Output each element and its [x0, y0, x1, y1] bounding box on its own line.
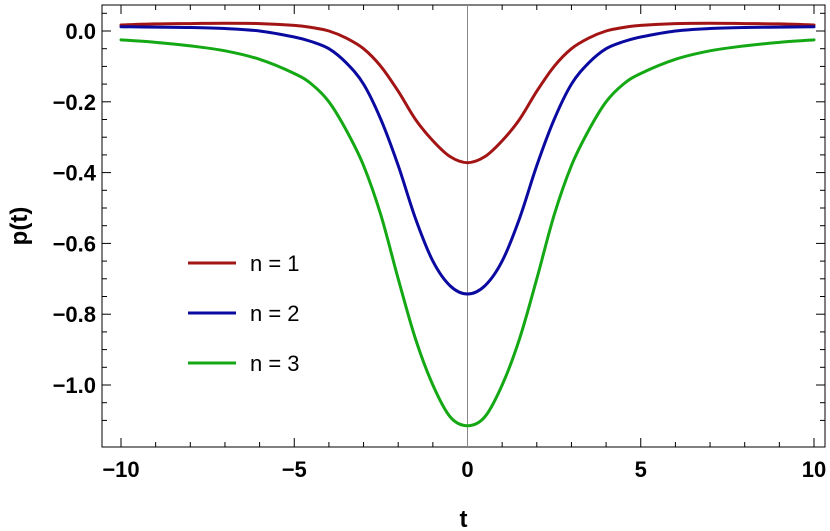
y-axis-title: p(t) — [6, 207, 33, 246]
legend-label-n1: n = 1 — [250, 251, 300, 276]
tick-labels: −10 −5 0 5 10 0.0 −0.2 −0.4 −0.6 −0.8 −1.0 — [53, 19, 827, 482]
axis-ticks — [102, 5, 825, 447]
series-line-n1 — [119, 21, 816, 165]
y-tick-label: 0.0 — [65, 19, 96, 44]
plot-frame — [101, 4, 826, 448]
y-tick-label: −0.4 — [53, 161, 97, 186]
y-tick-label: −0.6 — [53, 231, 96, 256]
x-tick-label: 0 — [461, 457, 473, 482]
x-tick-label: −5 — [282, 457, 307, 482]
x-tick-label: 10 — [802, 457, 826, 482]
series-line-n2 — [119, 25, 816, 296]
y-tick-label: −0.2 — [53, 90, 96, 115]
y-tick-label: −0.8 — [53, 302, 96, 327]
x-tick-label: −10 — [102, 457, 139, 482]
x-axis-title: t — [460, 506, 468, 531]
legend-label-n2: n = 2 — [250, 301, 300, 326]
series-line-n3 — [119, 38, 816, 428]
plot-border — [101, 4, 826, 448]
series-lines — [119, 21, 816, 428]
legend: n = 1 n = 2 n = 3 — [188, 251, 300, 376]
x-tick-label: 5 — [635, 457, 647, 482]
legend-label-n3: n = 3 — [250, 351, 300, 376]
y-tick-label: −1.0 — [53, 373, 96, 398]
